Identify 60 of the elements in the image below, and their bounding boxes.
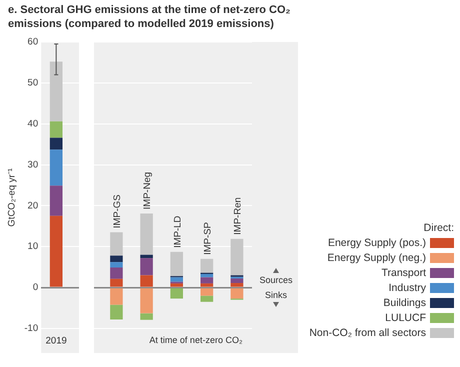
bar bbox=[50, 62, 63, 122]
bar bbox=[140, 275, 153, 287]
x-tick-label: IMP-Ren bbox=[232, 197, 244, 235]
bar bbox=[110, 267, 123, 279]
bar bbox=[200, 258, 214, 273]
bar bbox=[110, 304, 123, 320]
bar bbox=[230, 288, 244, 299]
bar bbox=[140, 313, 153, 320]
y-tick-label: -10 bbox=[24, 323, 38, 334]
bar bbox=[110, 262, 123, 268]
bar bbox=[230, 278, 244, 284]
y-tick-label: 0 bbox=[32, 282, 38, 294]
legend-label: Industry bbox=[388, 282, 426, 294]
bar bbox=[230, 283, 244, 287]
bar bbox=[200, 277, 214, 284]
legend-label: Energy Supply (pos.) bbox=[328, 237, 426, 249]
x-tick-label: IMP-SP bbox=[202, 222, 214, 255]
bar bbox=[140, 258, 153, 276]
x-tick-label: IMP-GS bbox=[112, 194, 124, 228]
bar bbox=[170, 252, 184, 276]
legend-label: Buildings bbox=[383, 297, 426, 309]
legend-label: Energy Supply (neg.) bbox=[327, 252, 426, 264]
bar bbox=[50, 138, 63, 150]
y-axis-title: GtCO₂-eq yr⁻¹ bbox=[6, 168, 18, 227]
bar bbox=[170, 277, 184, 282]
annotation: At time of net-zero CO₂ bbox=[149, 335, 242, 345]
legend-label: LULUCF bbox=[385, 312, 426, 324]
bar bbox=[50, 186, 63, 216]
bar bbox=[230, 238, 244, 276]
y-tick-label: 50 bbox=[28, 78, 38, 89]
text: Sources bbox=[260, 274, 293, 285]
legend-label: Non-CO₂ from all sectors bbox=[309, 327, 426, 339]
bar bbox=[50, 216, 63, 287]
bar bbox=[170, 288, 184, 299]
bar bbox=[50, 121, 63, 138]
chart-title: e. Sectoral GHG emissions at the time of net-zero CO₂ emissions (compared to modelled 2019 emissions) bbox=[8, 3, 292, 31]
x-tick-label: IMP-LD bbox=[172, 216, 184, 248]
y-tick-label: 30 bbox=[28, 159, 38, 170]
bar bbox=[200, 288, 214, 296]
y-tick-label: 40 bbox=[28, 118, 38, 130]
bar bbox=[200, 296, 214, 302]
legend-label: Transport bbox=[381, 267, 426, 279]
text: Sinks bbox=[265, 290, 288, 300]
bar bbox=[110, 256, 123, 262]
bar bbox=[140, 254, 153, 258]
x-tick-label: 2019 bbox=[46, 336, 67, 347]
x-tick-label: IMP-Neg bbox=[142, 172, 154, 210]
bar bbox=[110, 232, 123, 256]
y-tick-label: 60 bbox=[28, 36, 38, 48]
bar bbox=[110, 278, 123, 287]
bar bbox=[110, 288, 123, 305]
y-tick-label: 20 bbox=[28, 200, 38, 212]
bar bbox=[170, 283, 184, 287]
bar bbox=[200, 274, 214, 278]
legend-title: Direct: bbox=[422, 222, 455, 234]
bar bbox=[50, 150, 63, 186]
y-tick-label: 10 bbox=[28, 241, 38, 252]
bar bbox=[140, 213, 153, 255]
bar bbox=[140, 288, 153, 314]
bar bbox=[200, 283, 214, 287]
